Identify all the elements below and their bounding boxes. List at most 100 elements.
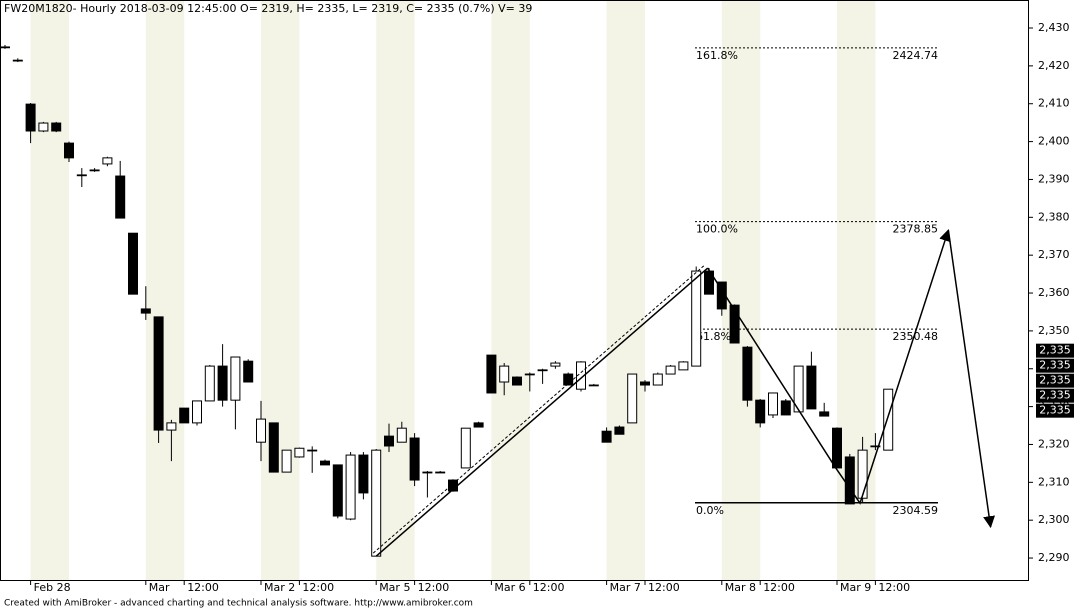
fib-value: 2378.85	[893, 223, 939, 236]
day-band	[145, 1, 185, 580]
y-tick-label: 2,310	[1038, 475, 1070, 488]
candle-body	[716, 281, 727, 310]
trend-line-parallel	[372, 264, 706, 554]
y-tick-label: 2,290	[1038, 551, 1070, 564]
x-tick-label: 12:00	[648, 581, 680, 594]
candle-body	[678, 361, 689, 371]
last-value-label: 2,335	[1039, 404, 1071, 417]
candle-body	[640, 381, 650, 386]
candle-body	[38, 122, 49, 132]
y-tick-label: 2,380	[1038, 210, 1070, 223]
trend-line	[375, 267, 709, 557]
candle-body	[179, 407, 190, 424]
x-tick-label: Mar 5	[379, 581, 410, 594]
candle-body	[320, 460, 330, 466]
candle-body	[435, 471, 446, 474]
fib-label: 161.8%	[696, 49, 738, 62]
x-tick-label: 12:00	[533, 581, 565, 594]
candle-body	[768, 392, 778, 416]
y-tick-label: 2,370	[1038, 248, 1070, 261]
candle-body	[294, 447, 305, 458]
y-tick-label: 2,320	[1038, 437, 1070, 450]
candle-body	[729, 304, 740, 344]
candle-body	[576, 361, 586, 390]
candle-body	[256, 418, 266, 443]
candle-body	[524, 373, 535, 376]
candle-body	[844, 456, 855, 505]
candle-body	[128, 232, 138, 295]
x-tick-label: 12:00	[302, 581, 334, 594]
zigzag-arrow	[947, 230, 996, 529]
candle-body	[268, 422, 279, 473]
candle-body	[307, 449, 318, 452]
fib-label: 0.0%	[696, 504, 724, 517]
candle-body	[819, 411, 830, 417]
last-value-box	[1036, 373, 1074, 388]
plot-frame	[0, 0, 1029, 581]
last-value-box	[1036, 403, 1074, 418]
candle-body	[832, 427, 842, 469]
candle-body	[460, 427, 471, 469]
y-tick-label: 2,300	[1038, 513, 1070, 526]
y-tick-label: 2,400	[1038, 135, 1070, 148]
candle-body	[371, 449, 382, 557]
candle-body	[550, 362, 561, 367]
candle-body	[192, 400, 202, 424]
candle-body	[563, 373, 574, 386]
candle-body	[89, 169, 100, 172]
candle-body	[153, 316, 164, 431]
candle-body	[115, 175, 126, 219]
candle-body	[627, 373, 638, 424]
candle-body	[473, 422, 484, 428]
candle-body	[486, 354, 497, 394]
candle-body	[742, 346, 753, 401]
y-tick-label: 2,420	[1038, 59, 1070, 72]
fib-label: 100.0%	[696, 223, 738, 236]
x-tick-label: Mar 7	[610, 581, 641, 594]
candle-body	[166, 422, 177, 431]
y-tick-label: 2,350	[1038, 324, 1070, 337]
x-tick-label: 12:00	[187, 581, 219, 594]
x-tick-label: 12:00	[878, 581, 910, 594]
last-value-label: 2,335	[1039, 359, 1071, 372]
candle-body	[422, 471, 433, 474]
chart-title: FW20M1820- Hourly 2018-03-09 12:45:00 O=…	[4, 2, 532, 15]
last-value-label: 2,335	[1039, 374, 1071, 387]
candle-body	[409, 437, 420, 481]
candle-body	[755, 399, 766, 424]
candle-body	[0, 46, 10, 49]
candle-body	[51, 122, 62, 132]
fib-label: 61.8%	[696, 330, 731, 343]
day-band	[261, 1, 300, 580]
candle-body	[601, 430, 612, 443]
last-value-box	[1036, 343, 1074, 358]
last-value-box	[1036, 388, 1074, 403]
candle-body	[281, 449, 292, 473]
x-tick-label: Mar 9	[840, 581, 871, 594]
candle-body	[665, 365, 676, 375]
x-tick-label: Mar	[149, 581, 170, 594]
candle-body	[588, 384, 599, 387]
candle-body	[691, 270, 702, 367]
candle-body	[883, 388, 894, 451]
candle-body	[614, 426, 625, 435]
last-value-label: 2,335	[1039, 389, 1071, 402]
x-tick-label: Mar 2	[264, 581, 295, 594]
fib-value: 2304.59	[893, 504, 939, 517]
candle-body	[332, 464, 343, 517]
candle-body	[102, 157, 113, 165]
zigzag-line	[707, 229, 951, 505]
candle-body	[217, 365, 228, 401]
candle-body	[140, 308, 151, 314]
candle-body	[384, 435, 394, 447]
candle-body	[499, 365, 510, 383]
y-tick-label: 2,410	[1038, 97, 1070, 110]
candle-body	[512, 376, 522, 386]
candle-body	[870, 445, 881, 448]
candle-body	[243, 360, 254, 383]
candle-body	[537, 369, 548, 372]
x-tick-label: Mar 6	[494, 581, 525, 594]
x-tick-label: Feb 28	[34, 581, 71, 594]
candle-body	[204, 365, 215, 402]
